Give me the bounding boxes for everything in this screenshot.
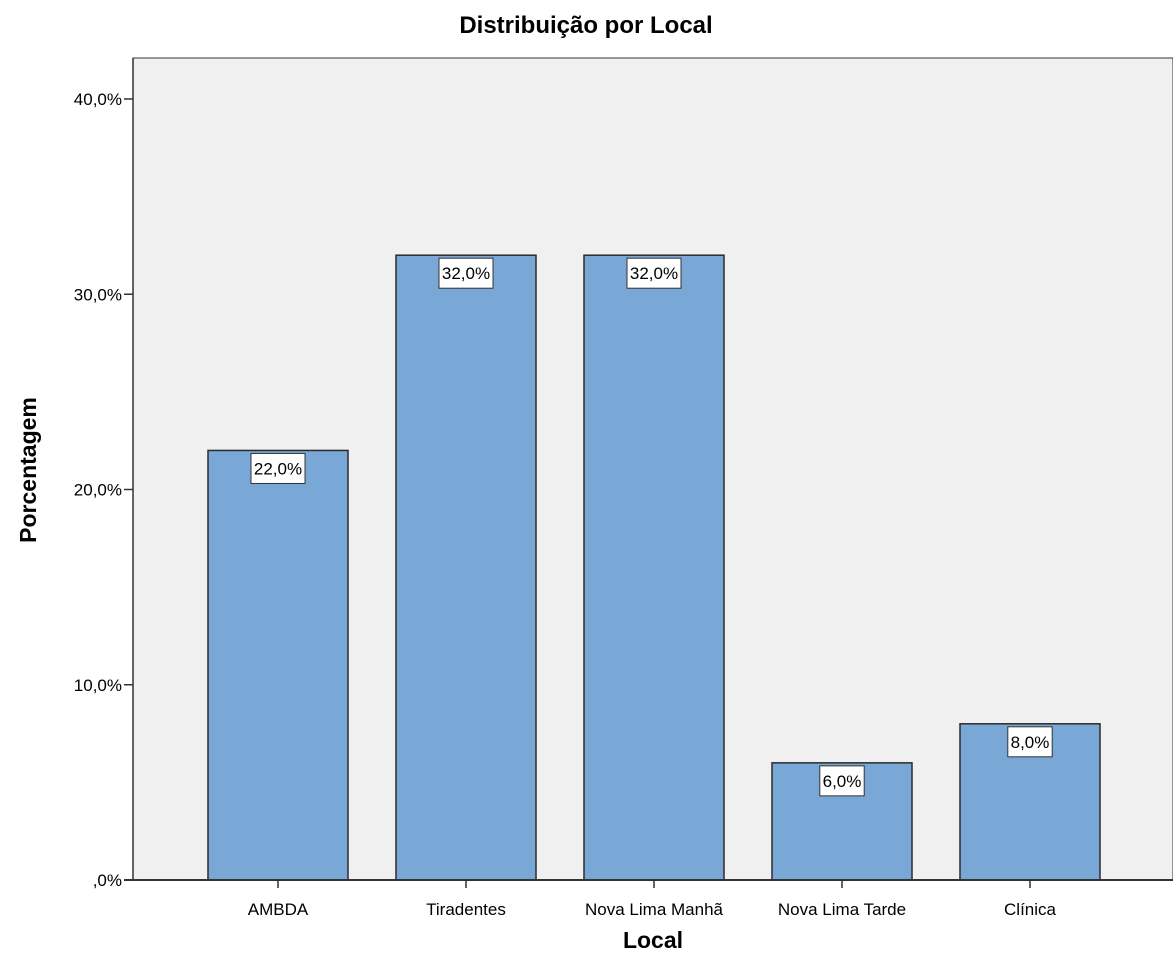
data-label-box	[438, 257, 494, 289]
y-tick-label: ,0%	[93, 871, 122, 890]
x-tick-label: Clínica	[1004, 900, 1057, 919]
bar	[395, 254, 537, 881]
y-tick-label: 40,0%	[74, 90, 122, 109]
y-tick-label: 30,0%	[74, 285, 122, 304]
x-tick-label: Nova Lima Manhã	[585, 900, 724, 919]
x-axis-label: Local	[623, 927, 683, 953]
x-tick-label: AMBDA	[248, 900, 309, 919]
x-tick-label: Tiradentes	[426, 900, 506, 919]
y-axis-label: Porcentagem	[15, 397, 41, 543]
data-label: 22,0%	[254, 459, 302, 478]
y-tick-label: 20,0%	[74, 481, 122, 500]
data-label-box	[250, 452, 306, 484]
data-label: 32,0%	[630, 264, 678, 283]
bar	[583, 254, 725, 881]
x-axis: AMBDA Tiradentes Nova Lima Manhã Nova Lima …	[124, 879, 1173, 919]
data-label: 32,0%	[442, 264, 490, 283]
data-label: 6,0%	[823, 772, 862, 791]
data-label-box	[819, 765, 865, 797]
y-axis: ,0% 10,0% 20,0% 30,0% 40,0%	[74, 58, 134, 890]
bar	[207, 449, 349, 881]
data-label-box	[1007, 726, 1053, 758]
data-labels: 22,0% 32,0% 32,0% 6,0% 8,0%	[250, 257, 1053, 797]
chart-title: Distribuição por Local	[459, 12, 712, 39]
x-tick-label: Nova Lima Tarde	[778, 900, 906, 919]
y-tick-label: 10,0%	[74, 676, 122, 695]
data-label: 8,0%	[1011, 733, 1050, 752]
data-label-box	[626, 257, 682, 289]
